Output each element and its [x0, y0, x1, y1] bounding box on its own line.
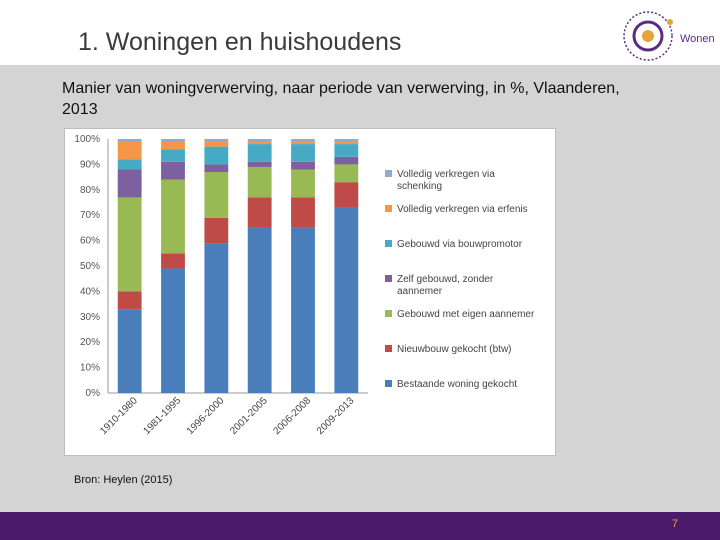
bar-segment-1-2 [161, 179, 185, 254]
legend-label: aannemer [397, 286, 443, 297]
bar-segment-1-4 [161, 149, 185, 162]
bar-segment-5-2 [334, 164, 359, 183]
bar-segment-3-4 [247, 144, 272, 162]
bar-segment-4-2 [291, 169, 315, 198]
bar-segment-2-5 [204, 141, 229, 147]
bar-segment-4-5 [291, 141, 315, 145]
page-number: 7 [671, 518, 678, 530]
bar-segment-0-0 [117, 309, 142, 393]
bar-segment-4-3 [291, 161, 315, 170]
bar-segment-1-0 [161, 268, 185, 393]
legend-swatch [385, 380, 392, 387]
x-category-label: 2006-2008 [272, 395, 314, 437]
x-category-label: 1996-2000 [185, 395, 227, 437]
source-note: Bron: Heylen (2015) [74, 474, 173, 486]
bar-segment-0-5 [117, 141, 142, 160]
bar-segment-3-5 [247, 141, 272, 145]
legend-label: Zelf gebouwd, zonder [397, 274, 494, 285]
legend-label: Bestaande woning gekocht [397, 379, 517, 390]
bar-segment-5-5 [334, 141, 359, 145]
bar-segment-3-1 [247, 197, 272, 228]
logo-text: Wonen [680, 33, 715, 45]
logo-dot [642, 30, 654, 42]
bar-segment-4-1 [291, 197, 315, 228]
y-tick-label: 40% [80, 286, 100, 297]
y-tick-label: 70% [80, 210, 100, 221]
bar-segment-2-2 [204, 172, 229, 218]
bar-segment-4-0 [291, 227, 315, 393]
wonen-logo: Wonen [623, 11, 715, 61]
bar-segment-1-3 [161, 161, 185, 180]
legend-swatch [385, 240, 392, 247]
bar-segment-4-6 [291, 139, 315, 142]
y-tick-label: 0% [86, 388, 101, 399]
bar-segment-0-2 [117, 197, 142, 292]
legend-swatch [385, 170, 392, 177]
x-category-label: 2009-2013 [315, 395, 357, 437]
legend-swatch [385, 275, 392, 282]
bar-segment-3-6 [247, 139, 272, 142]
bar-segment-0-3 [117, 169, 142, 198]
bar-segment-5-3 [334, 156, 359, 165]
bar-segment-2-3 [204, 164, 229, 173]
y-tick-label: 80% [80, 185, 100, 196]
bar-segment-4-4 [291, 144, 315, 162]
y-tick-label: 90% [80, 159, 100, 170]
legend-label: Nieuwbouw gekocht (btw) [397, 344, 512, 355]
legend-label: Volledig verkregen via erfenis [397, 204, 528, 215]
bar-segment-3-2 [247, 166, 272, 198]
y-tick-label: 10% [80, 363, 100, 374]
bar-segment-5-6 [334, 139, 359, 142]
slide-title: 1. Woningen en huishoudens [78, 28, 402, 56]
bar-segment-1-1 [161, 253, 185, 269]
logo-accent [667, 19, 673, 25]
legend-swatch [385, 310, 392, 317]
legend-label: Gebouwd met eigen aannemer [397, 309, 535, 320]
x-category-label: 1981-1995 [142, 395, 184, 437]
bar-segment-2-4 [204, 146, 229, 165]
y-tick-label: 60% [80, 236, 100, 247]
legend-label: Volledig verkregen via [397, 169, 495, 180]
legend-swatch [385, 345, 392, 352]
stacked-bar-chart: 0% 10% 20% 30% 40% 50% 60% 70% 80% 90% 100% 1910-19… [74, 134, 535, 437]
bar-segment-1-6 [161, 139, 185, 142]
y-tick-label: 30% [80, 312, 100, 323]
bar-segment-2-6 [204, 139, 229, 142]
legend-label: Gebouwd via bouwpromotor [397, 239, 523, 250]
bar-segment-2-0 [204, 243, 229, 393]
y-tick-label: 50% [80, 261, 100, 272]
logo-ring-outer [623, 11, 673, 61]
bar-segment-1-5 [161, 141, 185, 150]
chart-subtitle: Manier van woningverwerving, naar period… [62, 80, 620, 118]
logo-ring-inner [632, 20, 664, 52]
bar-segment-0-1 [117, 291, 142, 310]
x-category-label: 2001-2005 [228, 395, 270, 437]
bar-segment-5-0 [334, 207, 359, 393]
footer-bar: 7 [0, 512, 720, 540]
x-category-label: 1910-1980 [98, 395, 140, 437]
bar-segment-3-0 [247, 227, 272, 393]
bar-segment-5-1 [334, 182, 359, 208]
bar-segment-0-6 [117, 139, 142, 142]
y-tick-label: 100% [74, 134, 100, 145]
legend-label: schenking [397, 181, 442, 192]
legend-swatch [385, 205, 392, 212]
y-tick-label: 20% [80, 337, 100, 348]
chart-container: 0% 10% 20% 30% 40% 50% 60% 70% 80% 90% 100% 1910-19… [64, 128, 556, 456]
bar-segment-2-1 [204, 217, 229, 244]
bar-segment-3-3 [247, 161, 272, 167]
bar-segment-0-4 [117, 159, 142, 170]
bar-segment-5-4 [334, 144, 359, 157]
